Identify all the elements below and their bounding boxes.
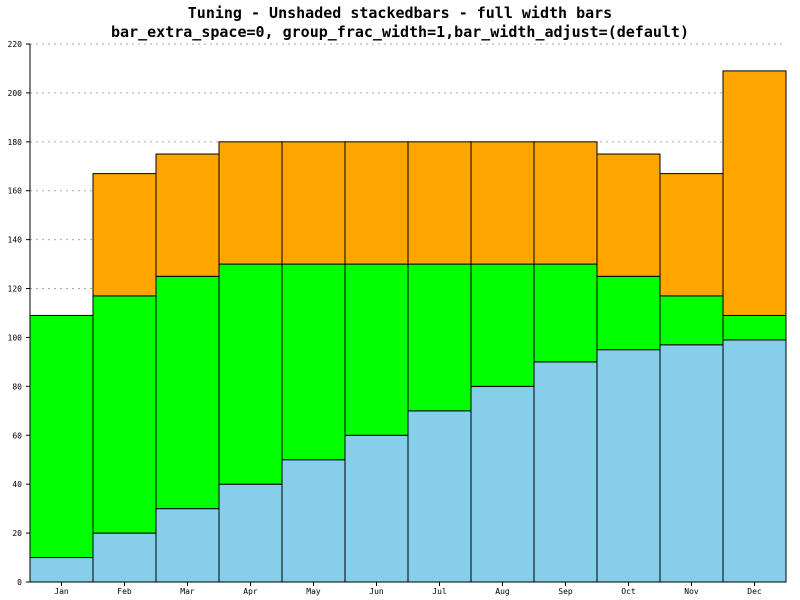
y-tick-label: 180 bbox=[8, 138, 23, 147]
y-axis-ticks: 0 20 40 60 80 100 120 140 160 180 200 220 bbox=[8, 40, 30, 587]
bar-feb-segment-3 bbox=[92, 173, 157, 297]
bar-jun-segment-1 bbox=[344, 434, 409, 583]
bar-jul-segment-1 bbox=[407, 410, 472, 583]
bar-jun-segment-2 bbox=[344, 263, 409, 436]
bar-nov-segment-2 bbox=[659, 295, 724, 346]
y-tick-label: 0 bbox=[17, 578, 22, 587]
bar-mar-segment-3 bbox=[155, 153, 220, 277]
bar-jun-segment-3 bbox=[344, 141, 409, 265]
bar-oct-segment-1 bbox=[596, 349, 661, 583]
bar-apr-segment-3 bbox=[218, 141, 283, 265]
y-tick-label: 200 bbox=[8, 89, 23, 98]
y-tick-label: 140 bbox=[8, 236, 23, 245]
x-axis-labels: Jan Feb Mar Apr May Jun Jul Aug Sep Oct Nov Dec bbox=[54, 582, 762, 596]
y-tick-label: 220 bbox=[8, 40, 23, 49]
x-tick-label: Jul bbox=[432, 587, 447, 596]
bar-may-segment-1 bbox=[281, 459, 346, 583]
bar-mar-segment-2 bbox=[155, 275, 220, 510]
chart-subtitle: bar_extra_space=0, group_frac_width=1,ba… bbox=[111, 23, 689, 41]
x-tick-label: May bbox=[306, 587, 321, 596]
y-tick-label: 20 bbox=[12, 529, 22, 538]
y-tick-label: 40 bbox=[12, 480, 22, 489]
x-tick-label: Oct bbox=[621, 587, 636, 596]
x-tick-label: Sep bbox=[558, 587, 573, 596]
bar-dec-segment-2 bbox=[722, 314, 787, 341]
bar-sep-segment-1 bbox=[533, 361, 598, 583]
axes bbox=[29, 44, 786, 583]
x-tick-label: Apr bbox=[243, 587, 258, 596]
bar-feb-segment-2 bbox=[92, 295, 157, 534]
x-tick-label: Nov bbox=[684, 587, 699, 596]
y-tick-label: 100 bbox=[8, 333, 23, 342]
y-tick-label: 160 bbox=[8, 187, 23, 196]
bar-apr-segment-2 bbox=[218, 263, 283, 485]
bar-oct-segment-3 bbox=[596, 153, 661, 277]
bar-dec-segment-1 bbox=[722, 339, 787, 583]
x-tick-label: Jan bbox=[54, 587, 69, 596]
bar-nov-segment-1 bbox=[659, 344, 724, 583]
bar-dec-segment-3 bbox=[722, 70, 787, 316]
bar-jan-segment-1 bbox=[29, 557, 94, 583]
bar-aug-segment-1 bbox=[470, 385, 535, 583]
bar-may-segment-2 bbox=[281, 263, 346, 461]
x-tick-label: Dec bbox=[747, 587, 762, 596]
bar-aug-segment-3 bbox=[470, 141, 535, 265]
bar-sep-segment-2 bbox=[533, 263, 598, 363]
x-tick-label: Feb bbox=[117, 587, 132, 596]
bar-aug-segment-2 bbox=[470, 263, 535, 387]
x-tick-label: Aug bbox=[495, 587, 510, 596]
bars bbox=[29, 70, 787, 583]
y-tick-label: 120 bbox=[8, 285, 23, 294]
y-tick-label: 80 bbox=[12, 382, 22, 391]
bar-nov-segment-3 bbox=[659, 173, 724, 297]
bar-jul-segment-2 bbox=[407, 263, 472, 412]
y-tick-label: 60 bbox=[12, 431, 22, 440]
x-tick-label: Mar bbox=[180, 587, 195, 596]
bar-sep-segment-3 bbox=[533, 141, 598, 265]
bar-apr-segment-1 bbox=[218, 483, 283, 583]
chart-title: Tuning - Unshaded stackedbars - full wid… bbox=[187, 4, 613, 22]
bar-jan-segment-2 bbox=[29, 314, 94, 559]
bar-jul-segment-3 bbox=[407, 141, 472, 265]
bar-oct-segment-2 bbox=[596, 275, 661, 351]
bar-feb-segment-1 bbox=[92, 532, 157, 583]
x-tick-label: Jun bbox=[369, 587, 384, 596]
bar-may-segment-3 bbox=[281, 141, 346, 265]
bar-mar-segment-1 bbox=[155, 508, 220, 583]
